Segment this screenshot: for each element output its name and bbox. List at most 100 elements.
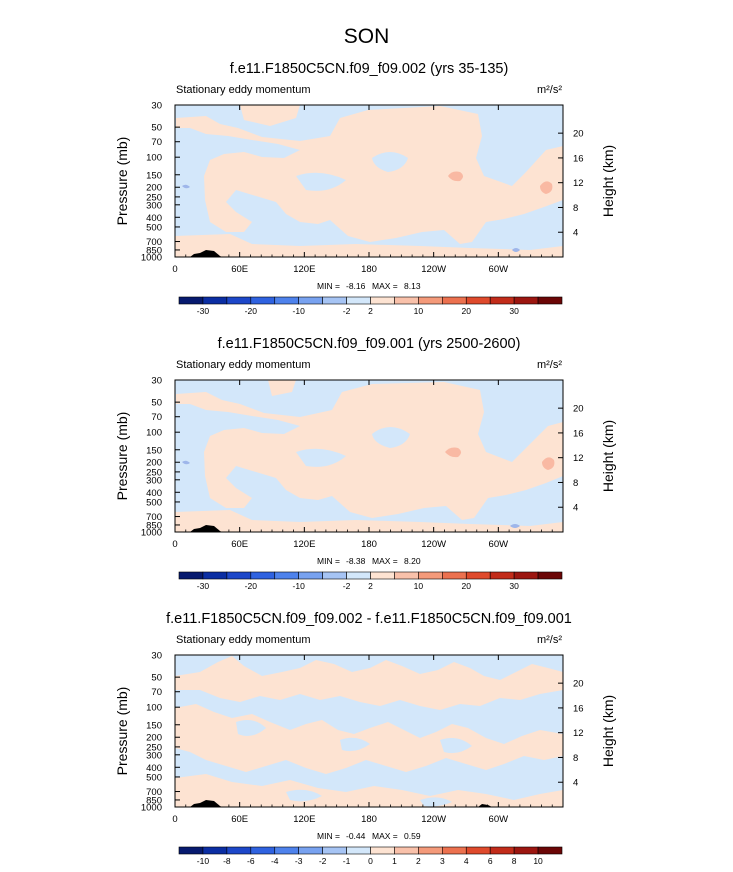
panel-3-topography bbox=[478, 804, 492, 807]
panel-3-x-tick-label: 0 bbox=[172, 814, 177, 825]
panel-1-units-label: m²/s² bbox=[537, 84, 562, 96]
panel-2-variable-label: Stationary eddy momentum bbox=[176, 359, 311, 371]
panel-1-y-tick-label: 1000 bbox=[141, 253, 162, 264]
panel-3-x-tick-label: 120E bbox=[293, 814, 315, 825]
panel-2-colorbar-label: 10 bbox=[414, 581, 424, 591]
panel-1-x-tick-label: 60E bbox=[231, 264, 248, 275]
panel-3-colorbar-box bbox=[298, 846, 323, 855]
panel-3-min-value: -0.44 bbox=[346, 831, 366, 841]
panel-3-positive-region bbox=[175, 774, 563, 807]
panel-1-colorbar-box bbox=[442, 296, 467, 305]
panel-3-y2-tick-label: 12 bbox=[573, 728, 584, 739]
panel-3-topography bbox=[190, 800, 222, 807]
panel-3-positive-region bbox=[175, 704, 563, 774]
panel-2-colorbar-box bbox=[394, 571, 419, 580]
panel-3-colorbar-label: -8 bbox=[223, 856, 231, 866]
panel-3-colorbar-box bbox=[418, 846, 443, 855]
panel-1-minmax: MIN = -8.16 MAX = 8.13 bbox=[317, 281, 421, 291]
panel-2-colorbar-box bbox=[370, 571, 395, 580]
panel-2-negative-region bbox=[182, 460, 190, 465]
panel-2-min-label: MIN = bbox=[317, 556, 340, 566]
panel-3: f.e11.F1850C5CN.f09_f09.002 - f.e11.F185… bbox=[114, 611, 616, 866]
panel-1-colorbar-box bbox=[513, 296, 539, 305]
panel-1-colorbar-box bbox=[489, 296, 515, 305]
panel-3-colorbar-label: 4 bbox=[464, 856, 469, 866]
panel-3-colorbar-box bbox=[489, 846, 515, 855]
panel-1-colorbar-box bbox=[346, 296, 371, 305]
panel-1-y-tick-label: 150 bbox=[146, 170, 162, 181]
panel-3-positive-region bbox=[175, 656, 563, 710]
panel-2-neutral-region bbox=[296, 448, 346, 467]
panel-1-y2-tick-label: 8 bbox=[573, 203, 578, 214]
panel-3-colorbar-label: -4 bbox=[271, 856, 279, 866]
panel-3-x-tick-label: 60E bbox=[231, 814, 248, 825]
panel-2-x-tick-label: 60E bbox=[231, 539, 248, 550]
panel-1-y-tick-label: 70 bbox=[151, 137, 162, 148]
panel-3-y-tick-label: 1000 bbox=[141, 803, 162, 814]
panel-2-y-tick-label: 30 bbox=[151, 376, 162, 387]
panel-3-colorbar-box bbox=[346, 846, 371, 855]
panel-3-y2-tick-label: 20 bbox=[573, 679, 584, 690]
panel-2-y2-tick-label: 12 bbox=[573, 453, 584, 464]
panel-1-colorbar-box bbox=[274, 296, 299, 305]
panel-1: f.e11.F1850C5CN.f09_f09.002 (yrs 35-135)… bbox=[114, 61, 616, 316]
panel-2-y-tick-label: 70 bbox=[151, 412, 162, 423]
panel-1-colorbar-label: 10 bbox=[414, 306, 424, 316]
panel-1-y-tick-label: 850 bbox=[146, 245, 162, 256]
panel-2-colorbar-box bbox=[202, 571, 228, 580]
panel-2-strong-positive-region bbox=[542, 457, 555, 470]
panel-2-positive-region bbox=[175, 510, 563, 532]
panel-2-y2-tick-label: 16 bbox=[573, 428, 584, 439]
panel-2-colorbar-label: 30 bbox=[509, 581, 519, 591]
panel-3-y2-tick-label: 16 bbox=[573, 703, 584, 714]
panel-3-colorbar-label: -1 bbox=[343, 856, 351, 866]
panel-1-variable-label: Stationary eddy momentum bbox=[176, 84, 311, 96]
panel-1-y-tick-label: 250 bbox=[146, 192, 162, 203]
panel-2-colorbar-box bbox=[250, 571, 276, 580]
panel-1-contour-field bbox=[175, 105, 563, 257]
panel-2-colorbar-box bbox=[298, 571, 323, 580]
panel-3-colorbar-box bbox=[322, 846, 347, 855]
panel-1-y-tick-label: 200 bbox=[146, 183, 162, 194]
panel-2-colorbar-box bbox=[322, 571, 347, 580]
panel-1-y2-tick-label: 16 bbox=[573, 153, 584, 164]
panel-2-colorbar-box bbox=[346, 571, 371, 580]
panel-1-x-tick-label: 120E bbox=[293, 264, 315, 275]
panel-3-colorbar-box bbox=[394, 846, 419, 855]
panel-2-x-tick-label: 120W bbox=[421, 539, 446, 550]
panel-2-neutral-region bbox=[372, 427, 410, 448]
panel-1-x-tick-label: 60W bbox=[489, 264, 509, 275]
panel-1-neutral-region bbox=[372, 152, 408, 172]
panel-3-colorbar-box bbox=[250, 846, 276, 855]
panel-2-negative-region bbox=[510, 524, 520, 528]
panel-3-y-tick-label: 400 bbox=[146, 763, 162, 774]
panel-3-colorbar-label: 3 bbox=[440, 856, 445, 866]
panel-1-colorbar-label: -20 bbox=[245, 306, 258, 316]
panel-2-x-tick-label: 180 bbox=[361, 539, 377, 550]
panel-2-y-tick-label: 50 bbox=[151, 398, 162, 409]
panel-2-minmax: MIN = -8.38 MAX = 8.20 bbox=[317, 556, 421, 566]
panel-1-positive-region bbox=[240, 105, 300, 126]
panel-2-colorbar-box bbox=[178, 571, 204, 580]
panel-1-y-tick-label: 400 bbox=[146, 213, 162, 224]
panel-3-colorbar-box bbox=[513, 846, 539, 855]
panel-3-max-value: 0.59 bbox=[404, 831, 421, 841]
panel-3-colorbar-label: 8 bbox=[512, 856, 517, 866]
panel-3-y-tick-label: 300 bbox=[146, 750, 162, 761]
panel-3-minmax: MIN = -0.44 MAX = 0.59 bbox=[317, 831, 421, 841]
panel-3-colorbar-label: -3 bbox=[295, 856, 303, 866]
panel-1-y-tick-label: 700 bbox=[146, 237, 162, 248]
panel-2-y2-tick-label: 4 bbox=[573, 503, 578, 514]
panel-3-x-tick-label: 120W bbox=[421, 814, 446, 825]
panel-2-y-axis-label: Pressure (mb) bbox=[114, 412, 130, 501]
panel-1-y-tick-label: 30 bbox=[151, 101, 162, 112]
panel-2-y-tick-label: 250 bbox=[146, 467, 162, 478]
panel-2-colorbar-label: 2 bbox=[368, 581, 373, 591]
figure-title: SON bbox=[344, 25, 390, 48]
panel-3-colorbar-label: 2 bbox=[416, 856, 421, 866]
panel-2-colorbar-box bbox=[442, 571, 467, 580]
panel-1-y-axis-label: Pressure (mb) bbox=[114, 137, 130, 226]
panel-1-colorbar-box bbox=[250, 296, 276, 305]
panel-1-colorbar: -30 -20 -10 -2 2 10 20 30 bbox=[178, 296, 563, 316]
panel-1-negative-region bbox=[182, 184, 190, 189]
